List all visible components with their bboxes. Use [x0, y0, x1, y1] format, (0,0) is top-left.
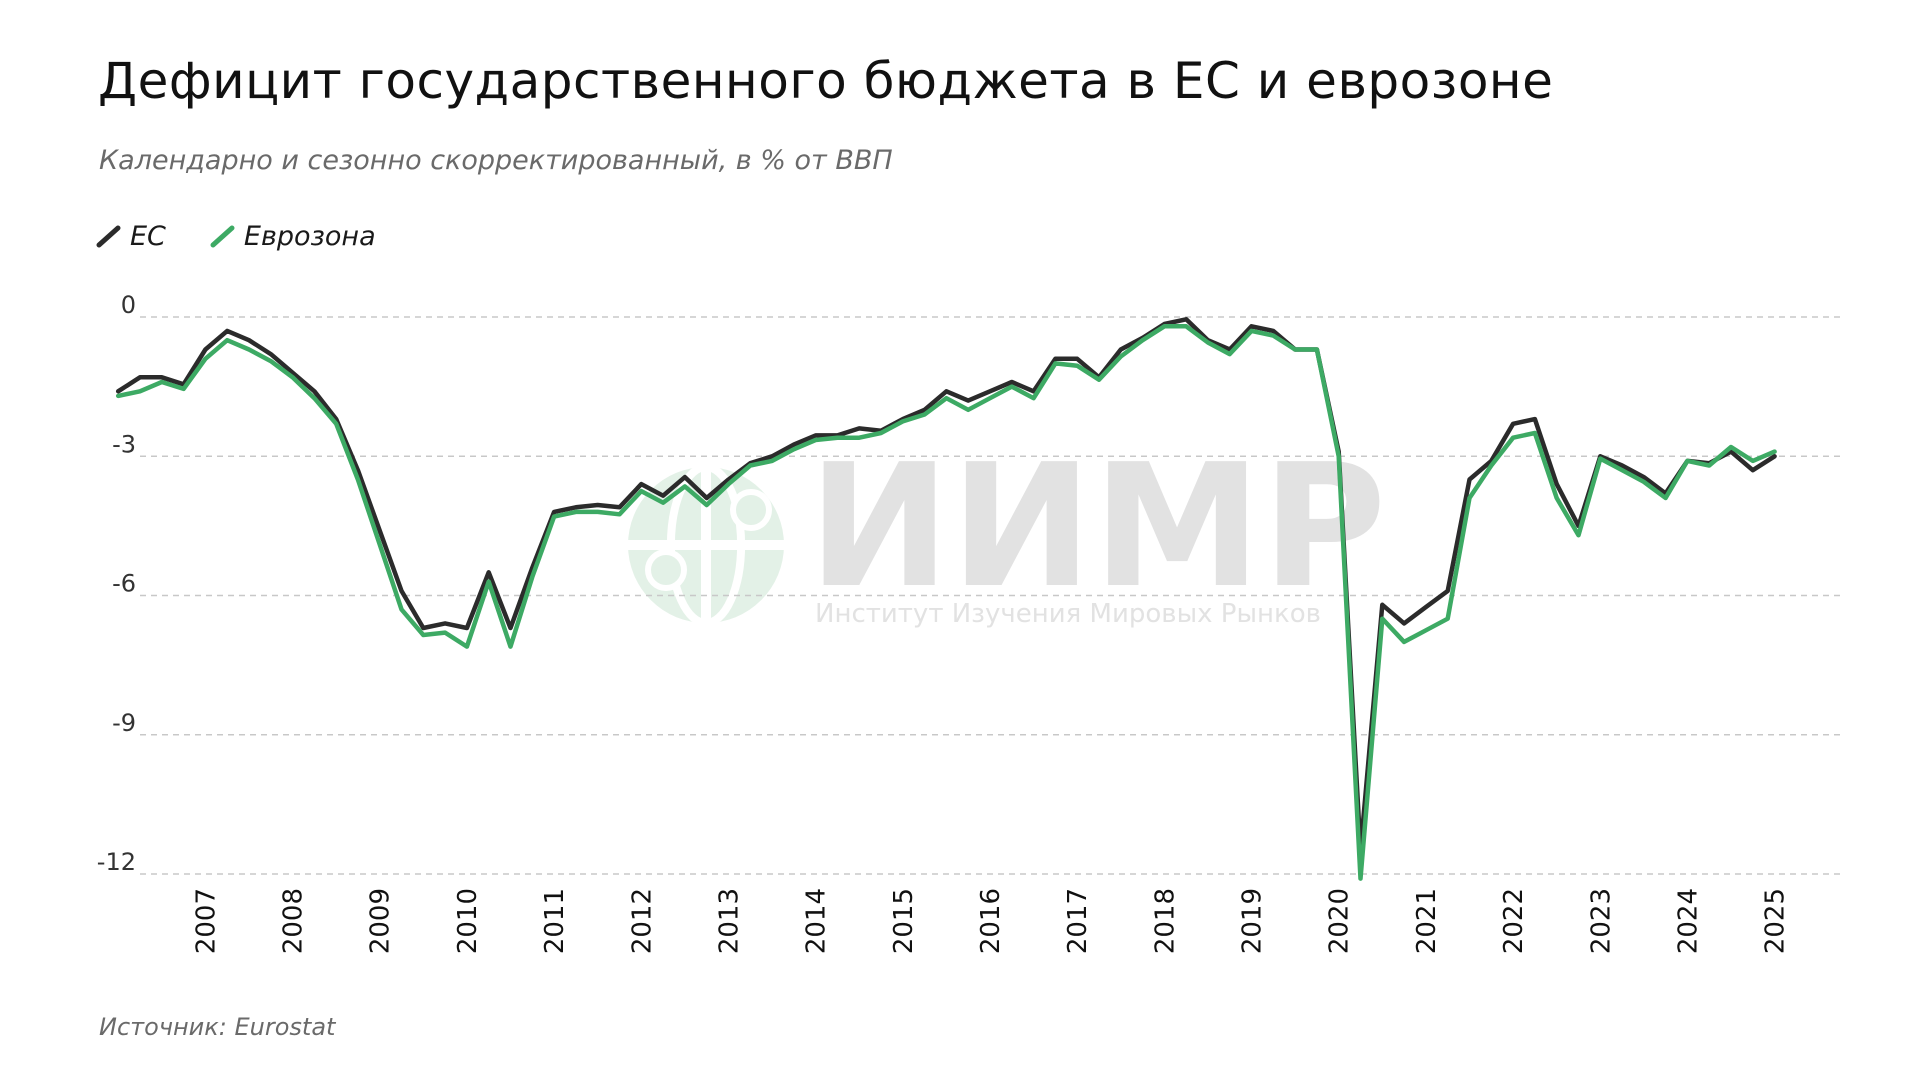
x-tick-label: 2010 [453, 888, 483, 954]
x-tick-label: 2023 [1586, 888, 1616, 954]
legend-swatch-eurozone [210, 225, 235, 248]
series-lines [115, 317, 1777, 881]
x-axis-ticks: 2007 2008 2009 2010 2011 2012 2013 2014 2015 2016… [191, 888, 1790, 954]
series-line-eurozone [115, 324, 1777, 881]
grid-lines [140, 316, 1840, 875]
watermark-name: ИИМР [808, 428, 1386, 626]
series-line-eu [115, 317, 1777, 854]
x-tick-label: 2018 [1150, 888, 1180, 954]
x-tick-label: 2025 [1761, 888, 1791, 954]
watermark-globe-meridian [666, 463, 746, 627]
x-tick-label: 2013 [714, 888, 744, 954]
watermark: ИИМР Институт Изучения Мировых Рынков [628, 428, 1386, 629]
chart-title: Дефицит государственного бюджета в ЕС и … [98, 52, 1554, 110]
legend-item-eu: ЕС [96, 221, 166, 252]
x-tick-label: 2016 [976, 888, 1006, 954]
x-tick-label: 2012 [627, 888, 657, 954]
x-tick-label: 2024 [1673, 888, 1703, 954]
x-tick-label: 2015 [889, 888, 919, 954]
watermark-globe-cross [628, 467, 784, 623]
x-tick-label: 2011 [540, 888, 570, 954]
legend: ЕС Еврозона [96, 219, 376, 253]
y-tick-label: -3 [112, 430, 136, 458]
chart-subtitle: Календарно и сезонно скорректированный, … [99, 145, 893, 176]
legend-label-eurozone: Еврозона [243, 220, 376, 252]
x-tick-label: 2019 [1238, 888, 1268, 954]
watermark-globe-node-a [645, 549, 687, 591]
y-tick-label: -6 [112, 570, 136, 598]
legend-label-eu: ЕС [130, 220, 166, 252]
x-tick-label: 2022 [1499, 888, 1529, 954]
x-tick-label: 2007 [191, 888, 221, 954]
y-tick-label: -12 [97, 848, 136, 876]
x-tick-label: 2009 [366, 888, 396, 954]
x-tick-label: 2017 [1063, 888, 1093, 954]
source-note: Источник: Eurostat [99, 1013, 336, 1041]
watermark-globe-node-b [730, 489, 772, 531]
x-tick-label: 2020 [1325, 888, 1355, 954]
y-tick-label: -9 [112, 709, 136, 737]
x-tick-label: 2021 [1412, 888, 1442, 954]
legend-item-eurozone: Еврозона [210, 221, 376, 252]
x-tick-label: 2008 [279, 888, 309, 954]
watermark-globe-icon [628, 463, 784, 627]
y-axis-ticks: 0 -3 -6 -9 -12 [97, 291, 136, 876]
legend-swatch-eu [96, 225, 121, 248]
x-tick-label: 2014 [802, 888, 832, 954]
watermark-tagline: Институт Изучения Мировых Рынков [815, 599, 1321, 629]
y-tick-label: 0 [121, 291, 136, 319]
